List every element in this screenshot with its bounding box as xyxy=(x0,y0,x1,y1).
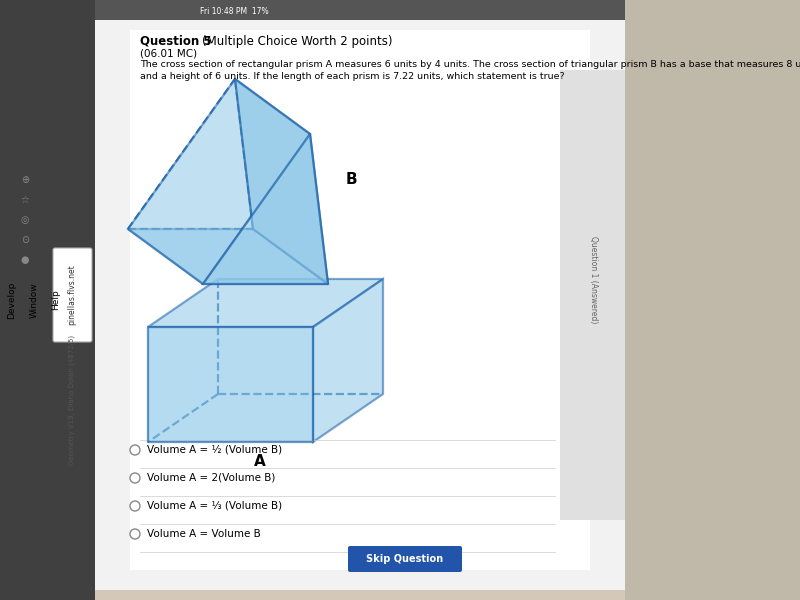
Text: Fri 10:48 PM  17%: Fri 10:48 PM 17% xyxy=(200,7,269,16)
Text: (06.01 MC): (06.01 MC) xyxy=(140,48,197,58)
Text: ☆: ☆ xyxy=(21,195,30,205)
Text: ⊕: ⊕ xyxy=(21,175,29,185)
Circle shape xyxy=(130,529,140,539)
Text: Volume A = Volume B: Volume A = Volume B xyxy=(147,529,261,539)
Circle shape xyxy=(130,473,140,483)
Polygon shape xyxy=(148,279,383,327)
FancyBboxPatch shape xyxy=(130,30,590,570)
Polygon shape xyxy=(313,279,383,442)
Text: Volume A = ½ (Volume B): Volume A = ½ (Volume B) xyxy=(147,445,282,455)
Text: Skip Question: Skip Question xyxy=(366,554,443,564)
Text: ⊙: ⊙ xyxy=(21,235,29,245)
Text: ●: ● xyxy=(21,255,30,265)
Polygon shape xyxy=(128,79,310,284)
Polygon shape xyxy=(148,327,313,442)
Circle shape xyxy=(130,501,140,511)
Text: Geometry V19, Diana Dolan (4872/5): Geometry V19, Diana Dolan (4872/5) xyxy=(69,335,75,465)
Text: B: B xyxy=(346,172,358,187)
FancyBboxPatch shape xyxy=(53,248,92,342)
FancyBboxPatch shape xyxy=(0,0,95,600)
Text: A: A xyxy=(254,454,266,469)
Text: pinellas.flvs.net: pinellas.flvs.net xyxy=(67,265,77,325)
Text: (Multiple Choice Worth 2 points): (Multiple Choice Worth 2 points) xyxy=(202,35,393,48)
Text: Question 5: Question 5 xyxy=(140,35,212,48)
Text: Help: Help xyxy=(51,290,61,310)
Polygon shape xyxy=(128,229,328,284)
FancyBboxPatch shape xyxy=(95,0,625,20)
Text: Question 1 (Answered): Question 1 (Answered) xyxy=(589,236,598,323)
Polygon shape xyxy=(235,79,328,284)
Text: Window: Window xyxy=(30,282,38,318)
Text: ◎: ◎ xyxy=(21,215,30,225)
Polygon shape xyxy=(203,134,328,284)
Text: and a height of 6 units. If the length of each prism is 7.22 units, which statem: and a height of 6 units. If the length o… xyxy=(140,72,565,81)
FancyBboxPatch shape xyxy=(95,20,625,590)
Text: Volume A = ⅓ (Volume B): Volume A = ⅓ (Volume B) xyxy=(147,501,282,511)
Text: The cross section of rectangular prism A measures 6 units by 4 units. The cross : The cross section of rectangular prism A… xyxy=(140,60,800,69)
FancyBboxPatch shape xyxy=(560,70,625,520)
FancyBboxPatch shape xyxy=(348,546,462,572)
Text: Develop: Develop xyxy=(7,281,17,319)
FancyBboxPatch shape xyxy=(625,0,800,600)
Circle shape xyxy=(130,445,140,455)
Text: Volume A = 2(Volume B): Volume A = 2(Volume B) xyxy=(147,473,275,483)
